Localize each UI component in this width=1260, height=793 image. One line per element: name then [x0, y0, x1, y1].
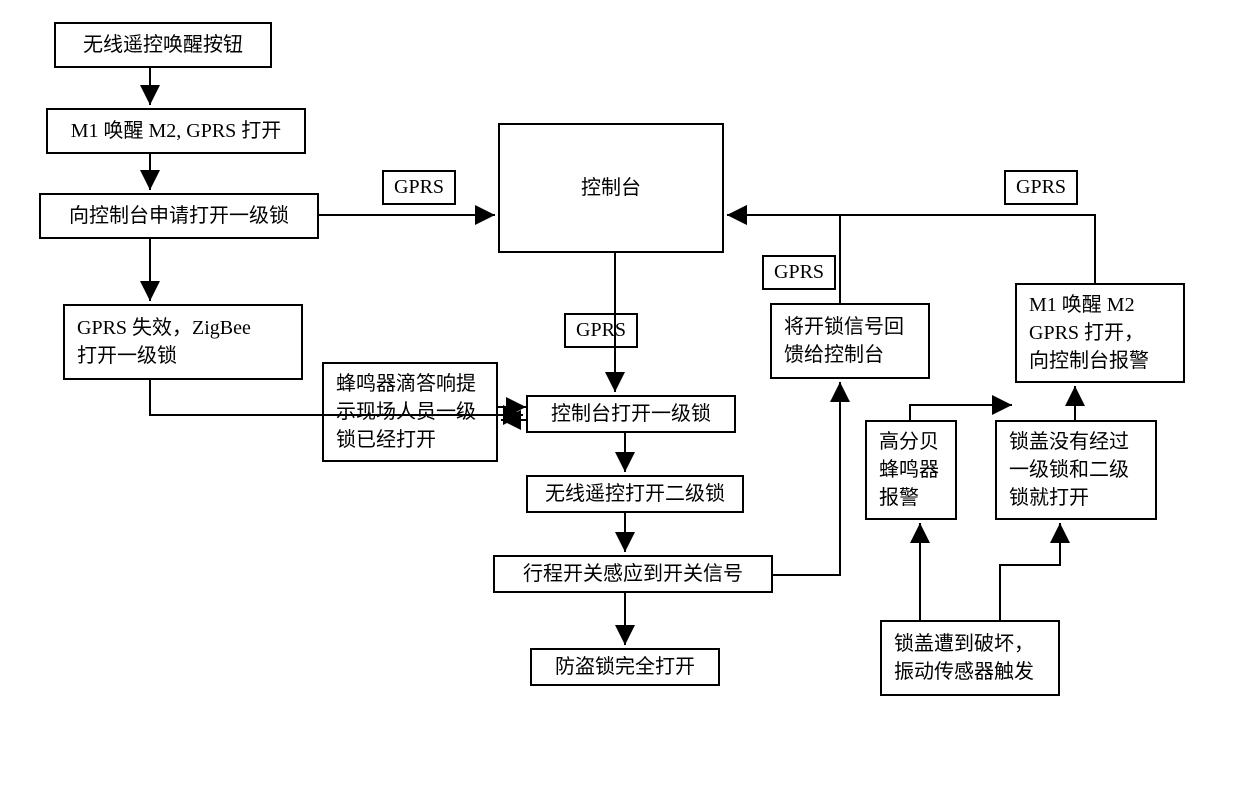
node-switch-sensor: 行程开关感应到开关信号 — [493, 555, 773, 593]
node-console: 控制台 — [498, 123, 724, 253]
node-gprs-fail-zigbee: GPRS 失效，ZigBee 打开一级锁 — [63, 304, 303, 380]
node-label: 高分贝 蜂鸣器 报警 — [879, 428, 939, 512]
node-lock-damaged: 锁盖遭到破坏， 振动传感器触发 — [880, 620, 1060, 696]
label-text: GPRS — [394, 176, 444, 198]
node-label: GPRS 失效，ZigBee 打开一级锁 — [77, 314, 251, 370]
node-console-open-lock1: 控制台打开一级锁 — [526, 395, 736, 433]
label-text: GPRS — [1016, 176, 1066, 198]
label-gprs-2: GPRS — [564, 313, 638, 348]
label-text: GPRS — [774, 261, 824, 283]
node-feedback-signal: 将开锁信号回 馈给控制台 — [770, 303, 930, 379]
node-label: 防盗锁完全打开 — [555, 653, 695, 681]
node-m1-m2-alarm: M1 唤醒 M2 GPRS 打开， 向控制台报警 — [1015, 283, 1185, 383]
node-label: 无线遥控打开二级锁 — [545, 480, 725, 508]
node-label: 行程开关感应到开关信号 — [523, 560, 743, 588]
node-label: 控制台打开一级锁 — [551, 400, 711, 428]
node-lock-fully-open: 防盗锁完全打开 — [530, 648, 720, 686]
node-label: 将开锁信号回 馈给控制台 — [784, 313, 904, 369]
label-text: GPRS — [576, 319, 626, 341]
node-label: 蜂鸣器滴答响提 示现场人员一级 锁已经打开 — [336, 370, 476, 454]
node-lock-bypass: 锁盖没有经过 一级锁和二级 锁就打开 — [995, 420, 1157, 520]
node-label: M1 唤醒 M2 GPRS 打开， 向控制台报警 — [1029, 291, 1149, 375]
node-m1-wakeup-m2: M1 唤醒 M2, GPRS 打开 — [46, 108, 306, 154]
node-label: 无线遥控唤醒按钮 — [83, 31, 243, 59]
node-label: 控制台 — [581, 174, 641, 202]
label-gprs-3: GPRS — [762, 255, 836, 290]
label-gprs-4: GPRS — [1004, 170, 1078, 205]
node-high-db-alarm: 高分贝 蜂鸣器 报警 — [865, 420, 957, 520]
node-wireless-wakeup: 无线遥控唤醒按钮 — [54, 22, 272, 68]
node-label: M1 唤醒 M2, GPRS 打开 — [71, 117, 282, 145]
node-request-open-lock1: 向控制台申请打开一级锁 — [39, 193, 319, 239]
node-wireless-open-lock2: 无线遥控打开二级锁 — [526, 475, 744, 513]
node-label: 向控制台申请打开一级锁 — [69, 202, 289, 230]
label-gprs-1: GPRS — [382, 170, 456, 205]
node-label: 锁盖遭到破坏， 振动传感器触发 — [894, 630, 1034, 686]
node-label: 锁盖没有经过 一级锁和二级 锁就打开 — [1009, 428, 1129, 512]
node-buzzer-hint: 蜂鸣器滴答响提 示现场人员一级 锁已经打开 — [322, 362, 498, 462]
